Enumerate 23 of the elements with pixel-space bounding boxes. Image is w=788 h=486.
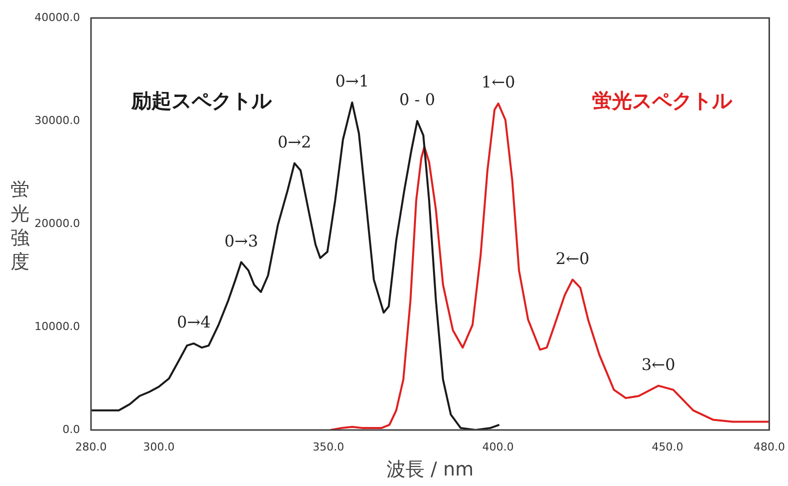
x-axis-title: 波長 / nm <box>386 458 474 481</box>
annotation: 0→3 <box>224 231 258 250</box>
y-axis-title: 蛍光強度 <box>10 178 30 274</box>
annotation: 0→4 <box>176 312 211 332</box>
y-tick-label: 20000.0 <box>34 216 80 230</box>
annotation: 1←0 <box>481 72 516 92</box>
annotation: 2←0 <box>556 248 590 268</box>
x-tick-label: 300.0 <box>143 440 175 454</box>
annotation: 0 - 0 <box>399 90 436 110</box>
y-tick-label: 30000.0 <box>34 114 80 127</box>
y-tick-label: 40000.0 <box>34 10 80 24</box>
text: 蛍光スペクトル <box>592 88 733 113</box>
x-tick-label: 450.0 <box>652 440 684 454</box>
x-tick-label: 400.0 <box>482 440 514 454</box>
y-tick-label: 0.0 <box>62 422 80 436</box>
x-tick-label: 280.0 <box>75 440 107 454</box>
x-tick-label: 350.0 <box>312 440 344 454</box>
annotation: 0→2 <box>278 132 312 152</box>
annotation: 3←0 <box>641 354 676 374</box>
text: 励起スペクトル <box>130 88 273 113</box>
annotation: 0→1 <box>335 72 370 91</box>
x-tick-label: 480.0 <box>754 440 786 454</box>
y-tick-label: 10000.0 <box>34 320 80 333</box>
